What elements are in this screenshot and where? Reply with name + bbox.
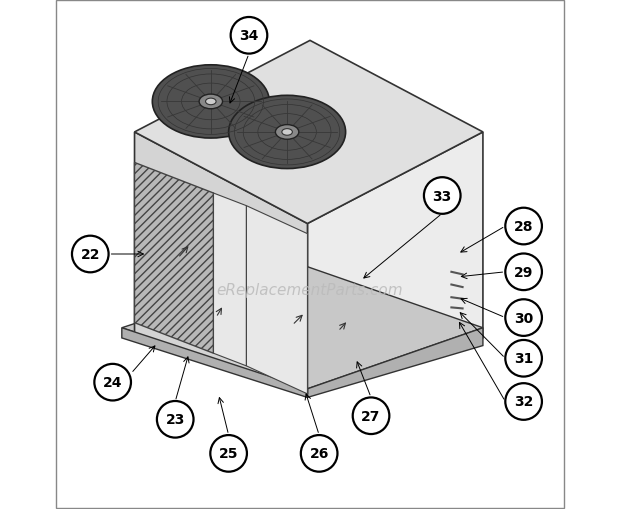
Ellipse shape [206,99,216,105]
Polygon shape [122,267,483,389]
Polygon shape [122,328,308,398]
Text: 31: 31 [514,352,533,365]
Polygon shape [213,193,246,366]
Circle shape [157,401,193,438]
Circle shape [505,208,542,245]
Text: 23: 23 [166,412,185,427]
Ellipse shape [199,95,223,109]
Text: 27: 27 [361,409,381,423]
Circle shape [301,435,337,472]
Ellipse shape [229,96,345,169]
Text: 25: 25 [219,446,238,461]
Text: 26: 26 [309,446,329,461]
Circle shape [505,341,542,377]
Circle shape [72,236,108,273]
Text: 34: 34 [239,29,259,43]
Circle shape [231,18,267,54]
Circle shape [353,398,389,434]
Polygon shape [135,163,213,353]
Ellipse shape [275,125,299,140]
Text: 24: 24 [103,376,122,389]
Text: 29: 29 [514,265,533,279]
Text: 22: 22 [81,247,100,262]
Polygon shape [135,133,308,394]
Ellipse shape [153,66,269,139]
Text: eReplacementParts.com: eReplacementParts.com [216,282,404,298]
Circle shape [424,178,461,214]
Polygon shape [246,206,308,394]
Polygon shape [135,41,483,224]
Polygon shape [308,133,483,394]
Text: 33: 33 [433,189,452,203]
Circle shape [210,435,247,472]
Text: 30: 30 [514,311,533,325]
Polygon shape [308,328,483,398]
Circle shape [505,300,542,336]
Ellipse shape [282,129,293,136]
Circle shape [505,383,542,420]
Text: 28: 28 [514,219,533,234]
Circle shape [505,254,542,291]
Circle shape [94,364,131,401]
Text: 32: 32 [514,394,533,409]
